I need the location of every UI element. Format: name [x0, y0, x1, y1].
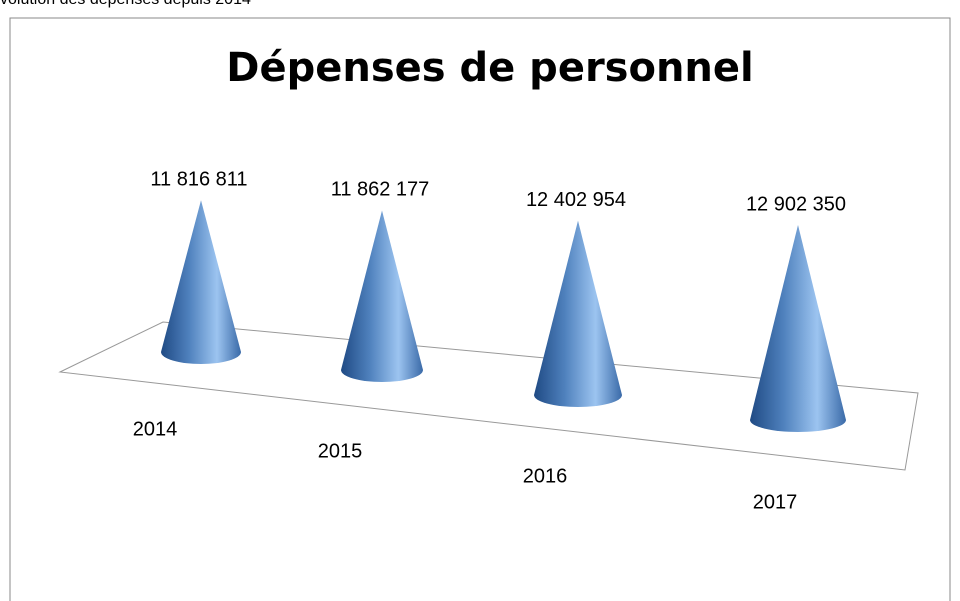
cone — [534, 220, 622, 407]
cone — [161, 200, 241, 364]
chart-title: Dépenses de personnel — [226, 45, 754, 91]
value-label: 11 816 811 — [150, 168, 247, 190]
category-label: 2017 — [753, 491, 798, 513]
value-label: 12 902 350 — [746, 193, 846, 215]
category-label: 2014 — [133, 418, 178, 440]
floor — [58, 321, 919, 471]
cone — [750, 225, 846, 432]
category-label: 2015 — [318, 440, 363, 462]
chart-frame — [9, 17, 951, 601]
category-label: 2016 — [523, 465, 568, 487]
page-heading: volution des dépenses depuis 2014 — [0, 0, 251, 8]
value-label: 12 402 954 — [526, 189, 626, 211]
cone — [341, 210, 423, 382]
value-label: 11 862 177 — [331, 179, 430, 201]
